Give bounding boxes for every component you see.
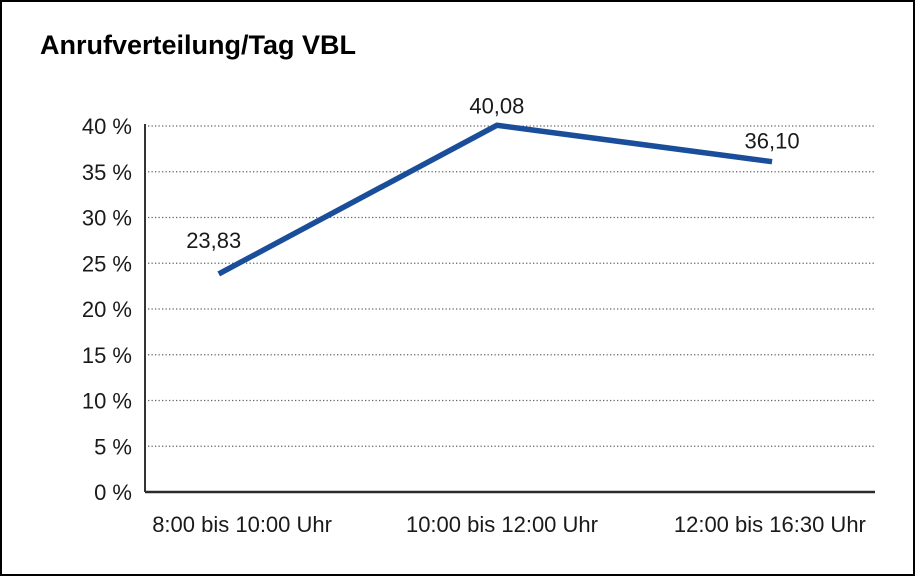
x-category-label: 10:00 bis 12:00 Uhr — [406, 512, 598, 537]
y-tick-label: 35 % — [82, 160, 132, 185]
y-tick-label: 10 % — [82, 389, 132, 414]
y-tick-label: 30 % — [82, 206, 132, 231]
y-tick-label: 40 % — [82, 114, 132, 139]
y-tick-label: 0 % — [94, 480, 132, 505]
data-point-label: 36,10 — [745, 129, 800, 154]
data-point-label: 23,83 — [186, 228, 241, 253]
y-tick-label: 25 % — [82, 251, 132, 276]
x-category-label: 8:00 bis 10:00 Uhr — [152, 512, 332, 537]
chart-title: Anrufverteilung/Tag VBL — [40, 30, 357, 60]
x-category-label: 12:00 bis 16:30 Uhr — [674, 512, 866, 537]
data-point-label: 40,08 — [469, 93, 524, 118]
y-tick-label: 20 % — [82, 297, 132, 322]
y-tick-label: 5 % — [94, 434, 132, 459]
y-tick-label: 15 % — [82, 343, 132, 368]
data-line — [217, 122, 773, 277]
